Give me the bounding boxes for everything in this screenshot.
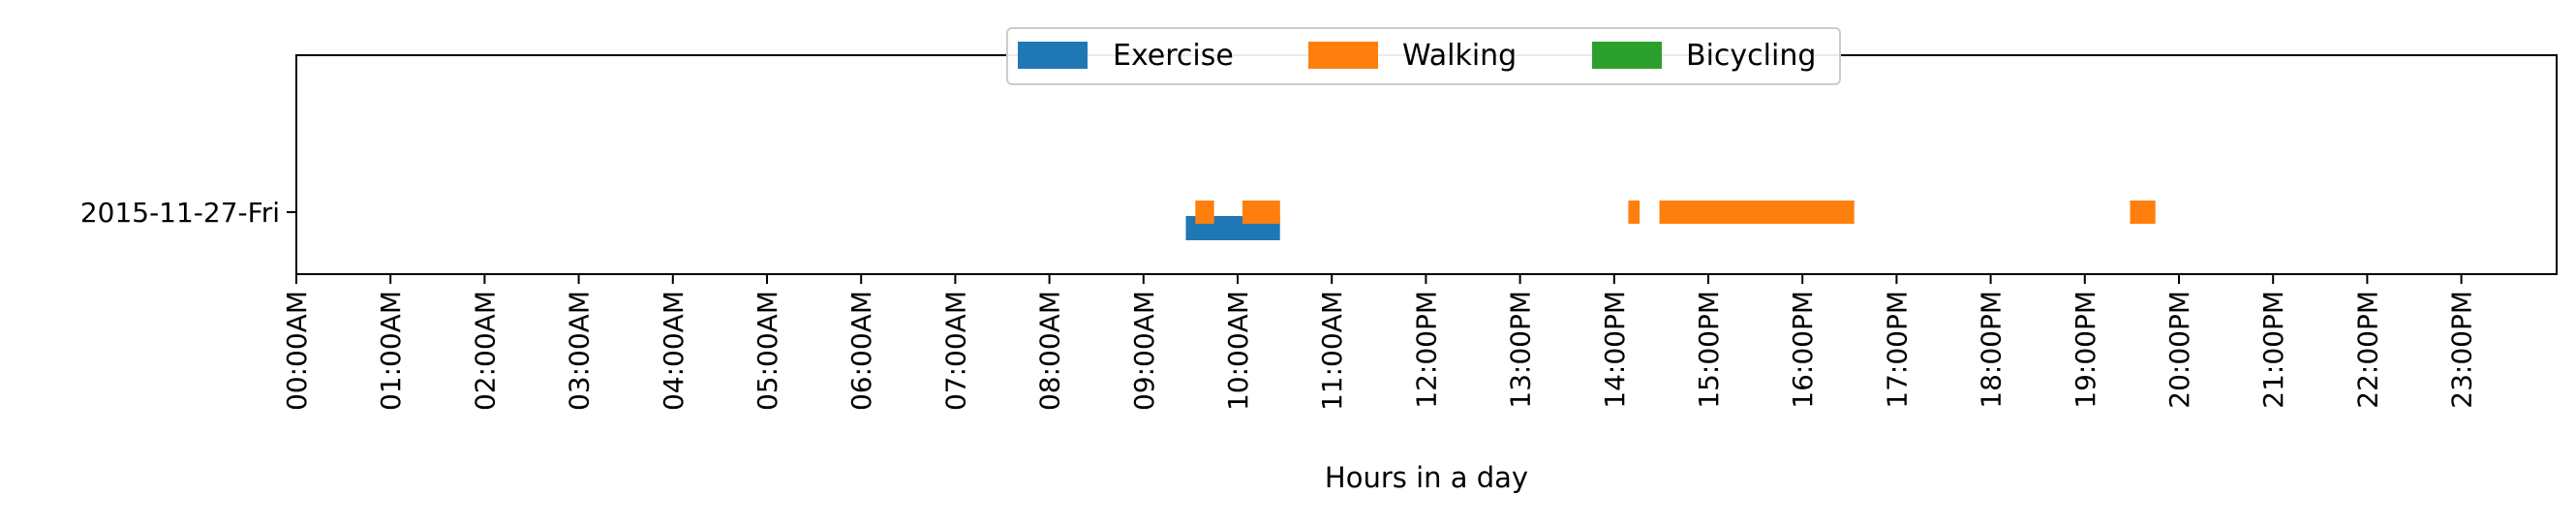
- x-tick-label: 18:00PM: [1976, 291, 2008, 409]
- plot-frame: [295, 54, 2558, 275]
- x-tick-label: 07:00AM: [939, 291, 971, 411]
- x-tick-label: 09:00AM: [1128, 291, 1160, 411]
- y-tick-label: 2015-11-27-Fri: [80, 197, 280, 229]
- x-tick-label: 17:00PM: [1881, 291, 1913, 409]
- x-tick-label: 13:00PM: [1505, 291, 1537, 409]
- x-tick-label: 16:00PM: [1787, 291, 1819, 409]
- x-tick-label: 00:00AM: [281, 291, 313, 411]
- x-tick-label: 19:00PM: [2070, 291, 2101, 409]
- legend-label-bicycling: Bicycling: [1686, 39, 1816, 73]
- x-tick-label: 22:00PM: [2351, 291, 2383, 409]
- legend-label-exercise: Exercise: [1113, 39, 1234, 73]
- walking-bar: [1242, 201, 1280, 224]
- legend-swatch-bicycling: [1592, 42, 1662, 69]
- x-tick-label: 04:00AM: [658, 291, 690, 411]
- x-tick-label: 15:00PM: [1693, 291, 1725, 409]
- walking-bar: [1195, 201, 1214, 224]
- walking-bar: [1659, 201, 1855, 224]
- x-tick-label: 06:00AM: [845, 291, 877, 411]
- x-tick-label: 02:00AM: [469, 291, 501, 411]
- legend-swatch-walking: [1308, 42, 1378, 69]
- x-tick-label: 11:00AM: [1316, 291, 1348, 411]
- x-tick-label: 01:00AM: [375, 291, 407, 411]
- x-tick-label: 05:00AM: [751, 291, 783, 411]
- x-tick-label: 03:00AM: [564, 291, 596, 411]
- walking-bar: [2130, 201, 2156, 224]
- x-tick-label: 08:00AM: [1034, 291, 1066, 411]
- legend-swatch-exercise: [1018, 42, 1088, 69]
- x-tick-label: 12:00PM: [1410, 291, 1442, 409]
- x-tick-label: 20:00PM: [2163, 291, 2195, 409]
- walking-bar: [1628, 201, 1641, 224]
- x-tick-label: 23:00PM: [2446, 291, 2478, 409]
- x-tick-label: 14:00PM: [1599, 291, 1631, 409]
- legend-label-walking: Walking: [1402, 39, 1517, 73]
- x-axis-label: Hours in a day: [1325, 461, 1528, 494]
- x-tick-label: 21:00PM: [2257, 291, 2289, 409]
- x-tick-label: 10:00AM: [1222, 291, 1254, 411]
